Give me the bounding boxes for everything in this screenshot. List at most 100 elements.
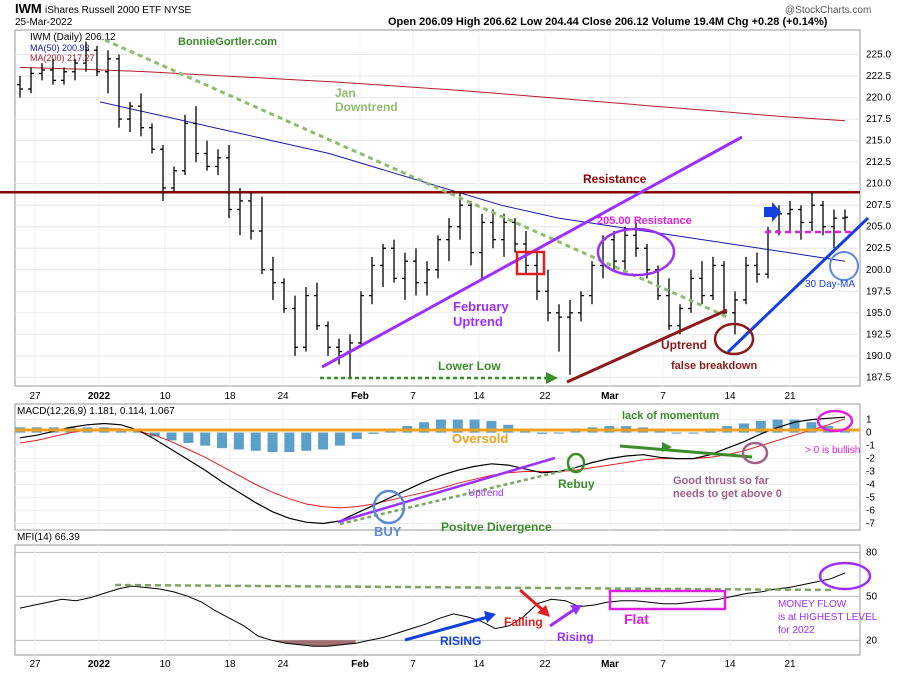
header-symbol: IWM — [15, 1, 42, 16]
macd-uptrend-label: Uptrend — [468, 488, 504, 499]
oversold-label: Oversold — [452, 431, 508, 446]
price-tick-label: 225.0 — [866, 50, 891, 61]
macd-axis-ticks: 1 0 -1 -2 -3 -4 -5 -6 -7 — [866, 415, 875, 530]
macd-tick-label: -6 — [866, 506, 875, 517]
mfi-resistance-line — [114, 583, 836, 592]
macd-signal-line — [19, 418, 846, 509]
rising2-arrow — [549, 607, 576, 628]
mar-uptrend-label: Uptrend — [661, 338, 707, 352]
rebuy-circle — [566, 452, 586, 474]
macd-histogram-bar — [755, 420, 766, 433]
price-bar — [83, 41, 89, 72]
macd-histogram-bar — [536, 432, 547, 434]
blue-uptrend-line — [726, 216, 870, 354]
price-panel-frame — [14, 29, 861, 387]
february-label: February — [453, 299, 509, 314]
jan-label: Jan — [335, 86, 356, 100]
x-tick-label: 18 — [224, 391, 236, 402]
mfi-top-circle — [818, 561, 872, 591]
x-tick-label: 2022 — [88, 391, 111, 402]
macd-histogram-bar — [233, 432, 244, 450]
price-bar — [215, 149, 221, 176]
price-bar — [17, 76, 23, 98]
x-tick-label: 7 — [410, 391, 416, 402]
price-bar — [446, 218, 452, 262]
x-tick-label: 14 — [473, 391, 485, 402]
flat-label: Flat — [624, 611, 649, 627]
price-bar — [534, 252, 540, 300]
macd-histogram-bar — [250, 432, 261, 451]
x-tick-label: 10 — [159, 659, 171, 670]
price-bar — [226, 144, 232, 219]
price-bar — [72, 58, 78, 81]
rising-label: RISING — [440, 634, 481, 648]
price-bar — [149, 123, 155, 154]
x-tick-label: 14 — [724, 659, 736, 670]
rising2-label: Rising — [557, 630, 594, 644]
mfi-tick-label: 50 — [866, 591, 878, 602]
price-bar — [798, 205, 804, 240]
grid-lines — [15, 33, 860, 655]
mfi-label: MFI(14) 66.39 — [17, 532, 80, 543]
macd-histogram-bar — [806, 422, 817, 433]
macd-tick-label: 0 — [866, 428, 872, 439]
price-tick-label: 187.5 — [866, 372, 891, 383]
price-bar — [270, 256, 276, 300]
price-bar — [204, 140, 210, 171]
price-bar — [501, 213, 507, 257]
macd-histogram-bar — [183, 432, 194, 443]
resistance-205-circle — [596, 227, 676, 277]
price-lines — [0, 66, 860, 262]
price-bar — [413, 248, 419, 296]
price-bar — [435, 235, 441, 279]
false-breakdown-circle — [713, 322, 755, 356]
lower-low-arrowhead — [546, 372, 558, 384]
price-bar — [688, 269, 694, 313]
price-axis-ticks: 187.5 190.0 192.5 195.0 197.5 200.0 202.5 205.0… — [866, 50, 891, 384]
price-bar — [28, 67, 34, 94]
mfi-line — [19, 572, 846, 647]
macd-histogram-bar — [789, 419, 800, 433]
price-bar — [94, 45, 100, 77]
price-bar — [622, 226, 628, 270]
price-bar — [567, 299, 573, 375]
macd-tick-label: -2 — [866, 454, 875, 465]
price-bars — [17, 41, 848, 378]
macd-histogram-bar — [200, 432, 211, 446]
macd-histogram-bar — [166, 432, 177, 441]
red-box-marker — [515, 250, 546, 276]
flat-box — [608, 589, 727, 611]
x-tick-label: Mar — [601, 391, 619, 402]
x-tick-label: 10 — [159, 391, 171, 402]
feb-uptrend-label: Uptrend — [453, 314, 503, 329]
macd-histogram-bar — [435, 419, 446, 433]
price-bar — [457, 192, 463, 240]
price-bar — [699, 261, 705, 305]
macd-histogram-bar — [368, 432, 379, 434]
price-tick-label: 195.0 — [866, 308, 891, 319]
price-bar — [743, 256, 749, 305]
price-tick-label: 207.5 — [866, 200, 891, 211]
false-breakdown-label: false breakdown — [671, 360, 757, 372]
ma30-label: 30 Day-MA — [805, 279, 855, 290]
header-date: 25-Mar-2022 — [15, 17, 73, 28]
needs-above-zero-label: needs to get above 0 — [673, 488, 782, 500]
good-thrust-label: Good thrust so far — [673, 475, 770, 487]
ma50-line — [99, 101, 846, 262]
x-tick-label: 7 — [660, 659, 666, 670]
price-bar — [512, 218, 518, 253]
blue-arrow-icon — [764, 202, 781, 222]
x-tick-label: Feb — [351, 391, 369, 402]
price-bar — [193, 106, 199, 163]
buy-circle — [372, 489, 406, 525]
price-bar — [809, 192, 815, 232]
resistance-label: Resistance — [583, 172, 647, 186]
macd-histogram-bar — [840, 431, 850, 433]
price-bar — [116, 54, 122, 128]
price-bar — [127, 101, 133, 133]
price-bar — [281, 278, 287, 313]
price-bar — [402, 252, 408, 300]
rising2-arrowhead — [570, 605, 582, 615]
ma50-label: MA(50) 200.93 — [30, 43, 90, 53]
